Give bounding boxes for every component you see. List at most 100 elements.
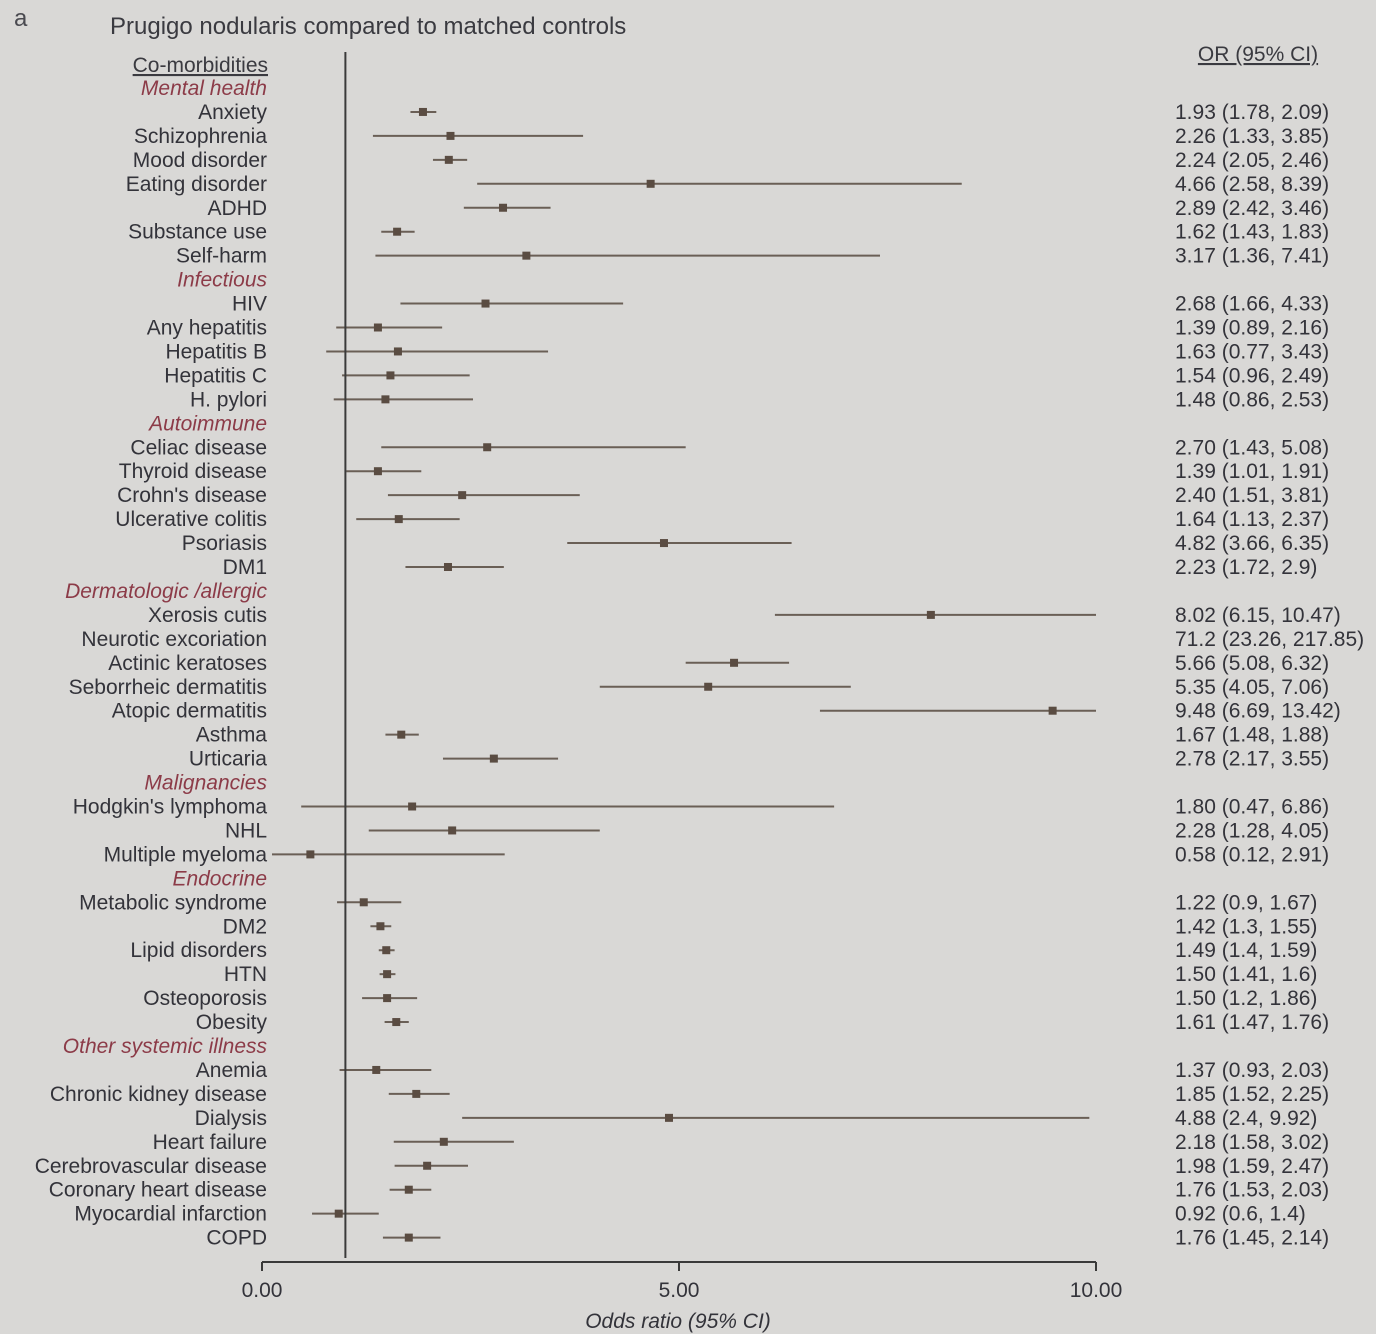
or-ci-text: 1.39 (0.89, 2.16) (1175, 317, 1329, 340)
or-ci-text: 2.78 (2.17, 3.55) (1175, 748, 1329, 771)
or-ci-text: 1.98 (1.59, 2.47) (1175, 1155, 1329, 1178)
row-label: Actinic keratoses (108, 652, 267, 675)
or-ci-text: 1.37 (0.93, 2.03) (1175, 1059, 1329, 1082)
row-label: Psoriasis (182, 532, 267, 555)
row-label: Urticaria (189, 748, 267, 771)
or-ci-header: OR (95% CI) (1198, 43, 1318, 66)
or-ci-text: 1.76 (1.45, 2.14) (1175, 1227, 1329, 1250)
row-label: Heart failure (153, 1131, 267, 1154)
point-estimate (458, 491, 467, 500)
row-label: Hepatitis C (164, 364, 267, 387)
or-ci-text: 3.17 (1.36, 7.41) (1175, 245, 1329, 268)
point-estimate (1048, 706, 1057, 715)
row-label: Obesity (196, 1011, 268, 1034)
point-estimate (444, 155, 453, 164)
category-label: Other systemic illness (63, 1035, 268, 1058)
or-ci-text: 1.48 (0.86, 2.53) (1175, 388, 1329, 411)
or-ci-text: 4.66 (2.58, 8.39) (1175, 173, 1329, 196)
or-ci-text: 2.26 (1.33, 3.85) (1175, 125, 1329, 148)
point-estimate (926, 610, 935, 619)
or-ci-text: 5.66 (5.08, 6.32) (1175, 652, 1329, 675)
row-label: Ulcerative colitis (115, 508, 267, 531)
row-label: Xerosis cutis (148, 604, 267, 627)
row-label: Any hepatitis (147, 317, 267, 340)
plot-marks (272, 107, 1096, 1242)
row-label: Osteoporosis (143, 987, 267, 1010)
category-label: Infectious (177, 269, 267, 292)
point-estimate (522, 251, 531, 260)
row-label: Neurotic excoriation (81, 628, 267, 651)
row-label: COPD (206, 1227, 267, 1250)
or-ci-text: 5.35 (4.05, 7.06) (1175, 676, 1329, 699)
or-ci-text: 4.82 (3.66, 6.35) (1175, 532, 1329, 555)
row-label: Lipid disorders (130, 939, 267, 962)
or-ci-labels: 1.93 (1.78, 2.09)2.26 (1.33, 3.85)2.24 (… (1175, 101, 1364, 1250)
row-label: Celiac disease (130, 436, 267, 459)
or-ci-text: 1.64 (1.13, 2.37) (1175, 508, 1329, 531)
or-ci-text: 2.89 (2.42, 3.46) (1175, 197, 1329, 220)
or-ci-text: 2.23 (1.72, 2.9) (1175, 556, 1317, 579)
row-label: Asthma (196, 724, 268, 747)
or-ci-text: 2.24 (2.05, 2.46) (1175, 149, 1329, 172)
point-estimate (404, 1233, 413, 1242)
point-estimate (646, 179, 655, 188)
point-estimate (489, 754, 498, 763)
row-label: ADHD (207, 197, 267, 220)
x-axis-title: Odds ratio (95% CI) (585, 1310, 771, 1333)
point-estimate (443, 563, 452, 571)
row-label: Cerebrovascular disease (35, 1155, 267, 1178)
or-ci-text: 1.22 (0.9, 1.67) (1175, 891, 1317, 914)
row-label: Anemia (196, 1059, 268, 1082)
row-label: Myocardial infarction (74, 1203, 267, 1226)
or-ci-text: 1.61 (1.47, 1.76) (1175, 1011, 1329, 1034)
row-label: Metabolic syndrome (79, 891, 267, 914)
row-label: Dialysis (195, 1107, 267, 1130)
point-estimate (393, 347, 402, 356)
row-label: Crohn's disease (117, 484, 267, 507)
point-estimate (412, 1089, 421, 1098)
x-axis: 0.00 5.00 10.00 (242, 1261, 1122, 1302)
point-estimate (383, 970, 392, 979)
point-estimate (423, 1161, 432, 1170)
or-ci-text: 0.92 (0.6, 1.4) (1175, 1203, 1306, 1226)
point-estimate (359, 898, 368, 907)
point-estimate (408, 802, 417, 811)
row-label: Schizophrenia (134, 125, 267, 148)
or-ci-text: 1.54 (0.96, 2.49) (1175, 364, 1329, 387)
point-estimate (499, 203, 508, 212)
or-ci-text: 1.39 (1.01, 1.91) (1175, 460, 1329, 483)
point-estimate (392, 1018, 401, 1027)
or-ci-text: 2.28 (1.28, 4.05) (1175, 819, 1329, 842)
point-estimate (373, 323, 382, 332)
row-label: Seborrheic dermatitis (69, 676, 267, 699)
category-label: Endocrine (172, 867, 267, 890)
row-label: DM2 (223, 915, 267, 938)
row-label: Substance use (128, 221, 267, 244)
point-estimate (446, 131, 455, 140)
point-estimate (394, 515, 403, 524)
or-ci-text: 1.80 (0.47, 6.86) (1175, 796, 1329, 819)
or-ci-text: 1.76 (1.53, 2.03) (1175, 1179, 1329, 1202)
point-estimate (664, 1113, 673, 1122)
point-estimate (397, 730, 406, 739)
row-label: Chronic kidney disease (50, 1083, 267, 1106)
point-estimate (383, 994, 392, 1003)
or-ci-text: 2.70 (1.43, 5.08) (1175, 436, 1329, 459)
row-label: Anxiety (198, 101, 267, 124)
point-estimate (306, 850, 315, 859)
chart-title: Prugigo nodularis compared to matched co… (110, 13, 626, 40)
x-tick-label: 5.00 (659, 1279, 700, 1302)
row-label: Mood disorder (133, 149, 267, 172)
row-label: NHL (225, 819, 267, 842)
point-estimate (418, 107, 427, 116)
row-label: Self-harm (176, 245, 267, 268)
row-label: HIV (232, 293, 267, 316)
or-ci-text: 1.63 (0.77, 3.43) (1175, 340, 1329, 363)
row-label: Atopic dermatitis (112, 700, 267, 723)
row-label: H. pylori (190, 388, 267, 411)
or-ci-text: 2.18 (1.58, 3.02) (1175, 1131, 1329, 1154)
point-estimate (481, 299, 490, 308)
or-ci-text: 4.88 (2.4, 9.92) (1175, 1107, 1317, 1130)
panel-label: a (14, 5, 28, 32)
